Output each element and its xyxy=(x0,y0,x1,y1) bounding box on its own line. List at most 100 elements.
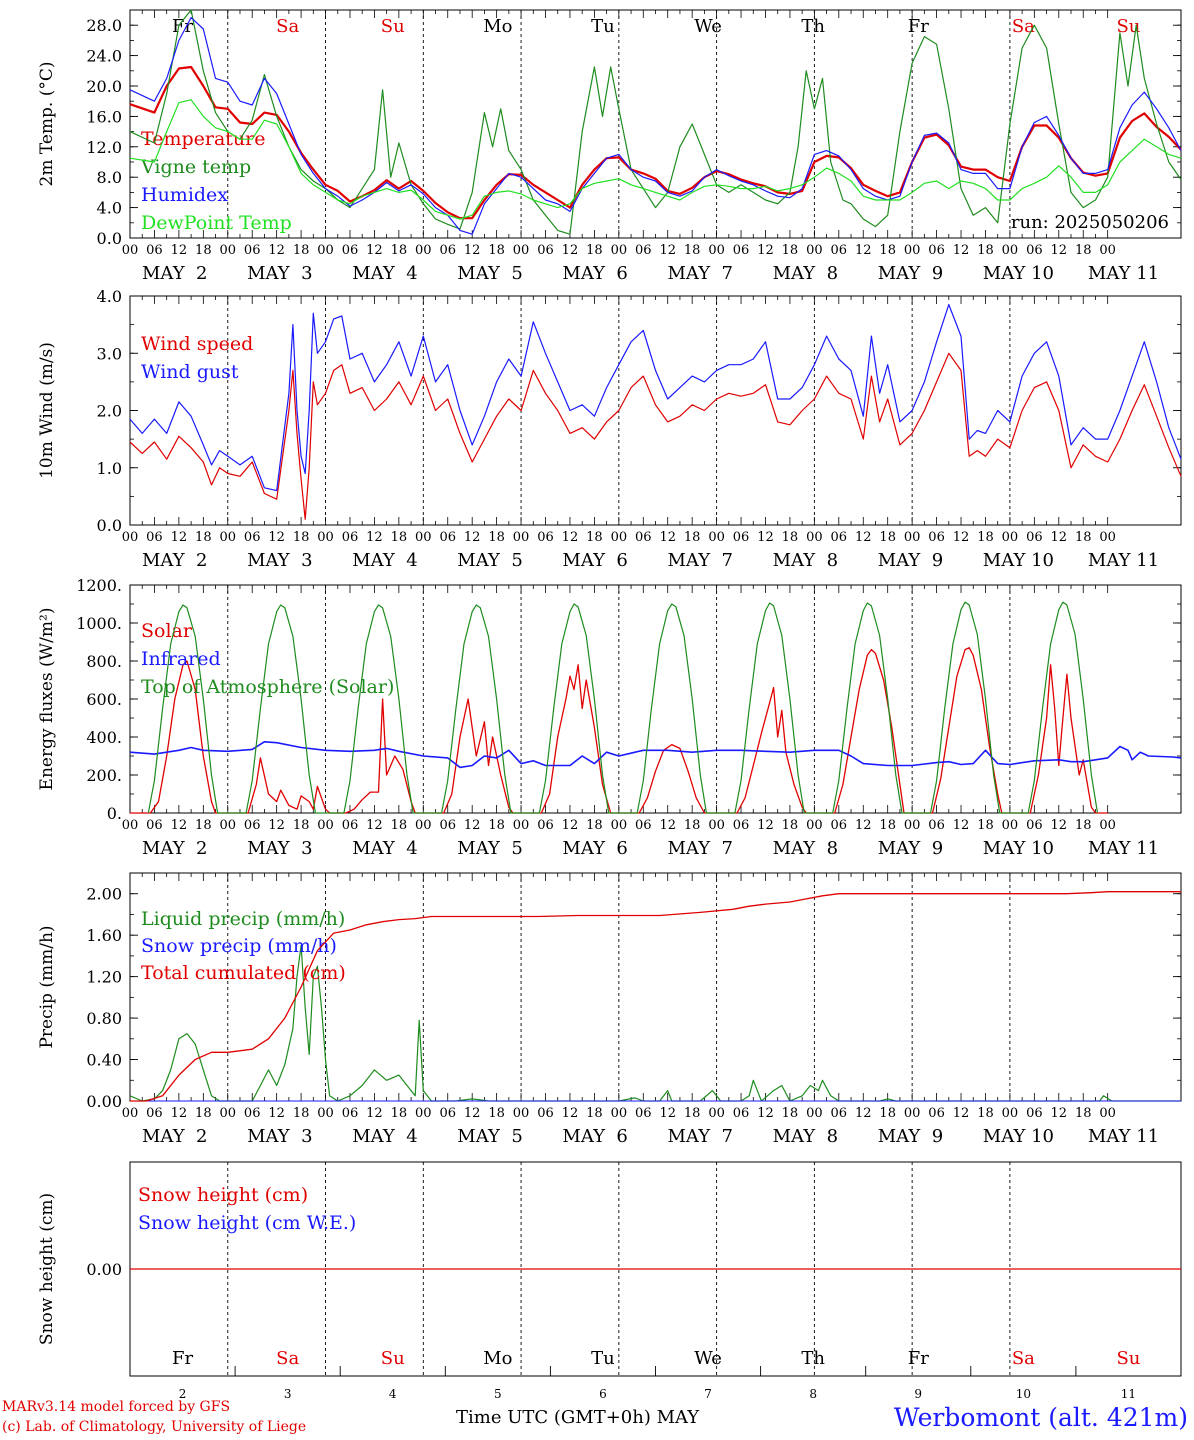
precip-hour-label: 12 xyxy=(464,1106,481,1121)
precip-hour-label: 06 xyxy=(1026,1106,1043,1121)
temp-hour-label: 06 xyxy=(146,243,163,258)
precip-date-label: MAY 7 xyxy=(668,1126,733,1147)
energy-hour-label: 00 xyxy=(1002,818,1019,833)
wind-hour-label: 06 xyxy=(146,530,163,545)
bottom-day-number: 2 xyxy=(179,1387,187,1400)
energy-series-infrared xyxy=(129,741,1182,769)
wind-hour-label: 18 xyxy=(782,530,799,545)
precip-hour-label: 12 xyxy=(659,1106,676,1121)
temp-date-label: MAY 2 xyxy=(142,263,207,284)
temp-hour-label: 00 xyxy=(708,243,725,258)
temp-day-abbr: Tu xyxy=(591,16,615,37)
temp-date-label: MAY 11 xyxy=(1088,263,1159,284)
temp-hour-label: 06 xyxy=(733,243,750,258)
temp-day-abbr: Sa xyxy=(276,16,299,37)
energy-hour-label: 18 xyxy=(586,818,603,833)
temp-hour-label: 06 xyxy=(244,243,261,258)
wind-hour-label: 06 xyxy=(342,530,359,545)
temp-panel: 00 06 12 18 00 06 12 18 00 06 12 18 00 06 12 18 00 06 12 18… xyxy=(37,9,1182,284)
precip-hour-label: 18 xyxy=(684,1106,701,1121)
precip-hour-label: 12 xyxy=(1051,1106,1068,1121)
temp-day-abbr: Su xyxy=(1116,16,1140,37)
temp-legend-entry: Vigne temp xyxy=(140,156,251,178)
precip-hour-label: 00 xyxy=(806,1106,823,1121)
wind-date-label: MAY 11 xyxy=(1088,550,1159,571)
lab-credit: (c) Lab. of Climatology, University of L… xyxy=(2,1419,307,1435)
energy-hour-label: 00 xyxy=(708,818,725,833)
temp-y-tick-label: 4.0 xyxy=(97,199,122,218)
wind-hour-label: 12 xyxy=(464,530,481,545)
precip-hour-label: 00 xyxy=(317,1106,334,1121)
precip-hour-label: 18 xyxy=(391,1106,408,1121)
precip-hour-label: 18 xyxy=(977,1106,994,1121)
temp-hour-label: 06 xyxy=(928,243,945,258)
temp-legend-entry: Humidex xyxy=(141,184,228,206)
wind-y-tick-label: 4.0 xyxy=(97,287,122,306)
precip-hour-label: 00 xyxy=(611,1106,628,1121)
wind-plot-frame xyxy=(129,295,1182,526)
wind-date-label: MAY 4 xyxy=(352,550,417,571)
energy-hour-label: 12 xyxy=(659,818,676,833)
wind-hour-label: 12 xyxy=(757,530,774,545)
snow-panel: 0.00 Snow height (cm) Fr Sa Su Mo Tu We Th Fr Sa Su… xyxy=(37,1161,1182,1377)
energy-hour-label: 00 xyxy=(1099,818,1116,833)
wind-hour-label: 00 xyxy=(708,530,725,545)
bottom-day-number: 8 xyxy=(809,1387,817,1400)
temp-hour-label: 00 xyxy=(1099,243,1116,258)
precip-date-label: MAY 5 xyxy=(457,1126,522,1147)
temp-date-label: MAY 3 xyxy=(247,263,312,284)
energy-hour-label: 18 xyxy=(391,818,408,833)
energy-hour-label: 00 xyxy=(904,818,921,833)
temp-y-tick-label: 24.0 xyxy=(86,47,122,66)
energy-y-tick-label: 600. xyxy=(86,690,122,709)
energy-hour-label: 12 xyxy=(464,818,481,833)
temp-day-abbr: We xyxy=(694,16,722,37)
energy-hour-label: 18 xyxy=(977,818,994,833)
wind-hour-label: 18 xyxy=(195,530,212,545)
precip-hour-label: 12 xyxy=(562,1106,579,1121)
wind-hour-label: 18 xyxy=(488,530,505,545)
temp-hour-label: 12 xyxy=(1051,243,1068,258)
precip-date-label: MAY 10 xyxy=(983,1126,1054,1147)
precip-hour-label: 18 xyxy=(195,1106,212,1121)
precip-date-label: MAY 3 xyxy=(247,1126,312,1147)
temp-hour-label: 12 xyxy=(366,243,383,258)
wind-panel: 00 06 12 18 00 06 12 18 00 06 12 18 00 06 12 18 00 06 12 18… xyxy=(37,287,1182,571)
run-label: run: 2025050206 xyxy=(1011,212,1169,233)
temp-hour-label: 18 xyxy=(1075,243,1092,258)
bottom-day-number: 5 xyxy=(494,1387,502,1400)
precip-date-label: MAY 2 xyxy=(142,1126,207,1147)
precip-y-tick-label: 1.20 xyxy=(86,968,122,987)
wind-hour-label: 06 xyxy=(537,530,554,545)
energy-hour-label: 18 xyxy=(1075,818,1092,833)
temp-hour-label: 12 xyxy=(268,243,285,258)
temp-hour-label: 12 xyxy=(464,243,481,258)
precip-date-label: MAY 4 xyxy=(352,1126,417,1147)
energy-hour-label: 12 xyxy=(855,818,872,833)
temp-hour-label: 18 xyxy=(684,243,701,258)
temp-y-tick-label: 12.0 xyxy=(86,138,122,157)
wind-hour-label: 00 xyxy=(904,530,921,545)
temp-series-dewpoint-temp xyxy=(129,99,1182,220)
temp-hour-label: 00 xyxy=(219,243,236,258)
precip-hour-label: 12 xyxy=(757,1106,774,1121)
wind-hour-label: 12 xyxy=(366,530,383,545)
precip-legend-entry: Snow precip (mm/h) xyxy=(141,935,337,957)
precip-hour-label: 18 xyxy=(586,1106,603,1121)
precip-hour-label: 12 xyxy=(953,1106,970,1121)
wind-legend-entry: Wind speed xyxy=(141,333,253,355)
precip-hour-label: 00 xyxy=(904,1106,921,1121)
wind-hour-label: 12 xyxy=(659,530,676,545)
precip-hour-label: 06 xyxy=(831,1106,848,1121)
snow-day-abbr: Fr xyxy=(908,1348,929,1369)
wind-hour-label: 00 xyxy=(317,530,334,545)
energy-hour-label: 18 xyxy=(195,818,212,833)
temp-hour-label: 06 xyxy=(635,243,652,258)
temp-y-tick-label: 28.0 xyxy=(86,16,122,35)
temp-y-tick-label: 0.0 xyxy=(97,229,122,248)
bottom-day-number: 7 xyxy=(704,1387,712,1400)
temp-hour-label: 18 xyxy=(782,243,799,258)
wind-series-wind-gust xyxy=(129,304,1182,492)
energy-y-tick-label: 200. xyxy=(86,766,122,785)
energy-y-tick-label: 400. xyxy=(86,728,122,747)
